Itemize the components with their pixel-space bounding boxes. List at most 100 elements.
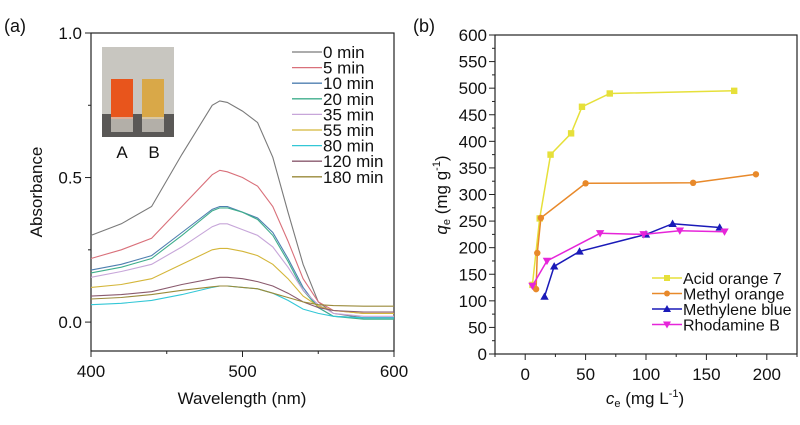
y-label-close: ) bbox=[432, 155, 451, 161]
x-label-sub: e bbox=[614, 398, 620, 410]
panel-b-x-axis-label: ce (mg L-1) bbox=[606, 388, 684, 410]
y-tick-label: 450 bbox=[459, 106, 487, 125]
y-tick-label: 0.0 bbox=[58, 313, 82, 332]
marker-square bbox=[547, 151, 554, 158]
x-tick-label: 600 bbox=[380, 362, 408, 381]
series-rhodamine-b bbox=[528, 227, 729, 291]
panel-a-label: (a) bbox=[4, 16, 26, 36]
panel-a-curves bbox=[90, 100, 394, 320]
marker-triangle-down bbox=[639, 231, 648, 239]
x-tick-label: 200 bbox=[753, 365, 781, 384]
legend-label: 20 min bbox=[323, 90, 374, 109]
curve-10-min bbox=[90, 205, 394, 319]
marker-triangle-up bbox=[668, 219, 677, 227]
y-tick-label: 1.0 bbox=[58, 24, 82, 43]
marker-triangle-up bbox=[575, 247, 584, 255]
series-line bbox=[531, 90, 735, 285]
x-tick-label: 500 bbox=[228, 362, 256, 381]
x-tick-label: 150 bbox=[692, 365, 720, 384]
panel-b-isotherm-chart: (b) 0 50 100 150 200 0 50 100 150 200 250 300 350 400… bbox=[413, 16, 798, 410]
marker-square bbox=[664, 275, 670, 281]
marker-triangle-down bbox=[528, 282, 537, 291]
y-tick-label: 500 bbox=[459, 79, 487, 98]
legend-label: 55 min bbox=[323, 121, 374, 140]
marker-triangle-up bbox=[663, 305, 671, 312]
x-tick-label: 400 bbox=[77, 362, 105, 381]
series-line bbox=[543, 222, 720, 297]
curve-80-min bbox=[90, 285, 394, 319]
x-label-sup: -1 bbox=[669, 388, 679, 400]
legend-label: Rhodamine B bbox=[683, 318, 780, 335]
y-tick-label: 150 bbox=[459, 265, 487, 284]
marker-square bbox=[567, 130, 575, 137]
legend-label: 35 min bbox=[323, 105, 374, 124]
inset-label-a: A bbox=[116, 143, 128, 162]
y-tick-label: 0.5 bbox=[58, 169, 82, 188]
y-tick-label: 200 bbox=[459, 239, 487, 258]
curve-180-min bbox=[90, 285, 394, 307]
x-label-unit: (mg L bbox=[620, 389, 668, 408]
legend-label: 10 min bbox=[323, 74, 374, 93]
marker-triangle-up bbox=[549, 262, 559, 270]
y-label-sup: -1 bbox=[431, 161, 443, 171]
x-tick-label: 100 bbox=[632, 365, 660, 384]
marker-circle bbox=[534, 249, 541, 257]
legend-label: 180 min bbox=[323, 168, 383, 187]
panel-b-ticks: 0 50 100 150 200 0 50 100 150 200 250 300 350 400 450 5… bbox=[459, 26, 798, 384]
curve-20-min bbox=[90, 207, 394, 320]
y-tick-label: 600 bbox=[459, 26, 487, 45]
marker-circle bbox=[582, 180, 589, 187]
marker-circle bbox=[532, 285, 540, 293]
x-tick-label: 50 bbox=[576, 365, 595, 384]
legend-label: Methylene blue bbox=[683, 302, 792, 319]
y-label-unit: (mg g bbox=[432, 171, 451, 219]
panel-b-y-axis-label: qe (mg g-1) bbox=[431, 155, 453, 234]
y-tick-label: 100 bbox=[459, 292, 487, 311]
legend-label: 5 min bbox=[323, 59, 365, 78]
marker-circle bbox=[537, 214, 545, 222]
cuvette-b-base bbox=[142, 117, 164, 132]
y-tick-label: 400 bbox=[459, 132, 487, 151]
y-tick-label: 50 bbox=[468, 318, 487, 337]
panel-b-series bbox=[528, 87, 760, 300]
y-tick-label: 0 bbox=[478, 345, 487, 364]
panel-b-label: (b) bbox=[413, 16, 435, 36]
marker-triangle-down bbox=[675, 227, 685, 235]
panel-a-x-axis-label: Wavelength (nm) bbox=[178, 389, 307, 408]
marker-circle bbox=[752, 171, 760, 178]
series-acid-orange-7 bbox=[529, 87, 738, 289]
x-label-close: ) bbox=[678, 389, 684, 408]
series-line bbox=[531, 229, 725, 287]
marker-triangle-down bbox=[595, 230, 605, 238]
marker-square bbox=[730, 87, 738, 95]
y-tick-label: 350 bbox=[459, 159, 487, 178]
cuvette-a-base bbox=[111, 117, 133, 132]
y-tick-label: 250 bbox=[459, 212, 487, 231]
marker-triangle-up bbox=[540, 292, 549, 300]
cuvette-a bbox=[111, 79, 133, 119]
curve-35-min bbox=[90, 223, 394, 317]
panel-a-y-axis-label: Absorbance bbox=[27, 147, 46, 238]
legend-label: 80 min bbox=[323, 137, 374, 156]
x-tick-label: 0 bbox=[520, 365, 529, 384]
marker-circle bbox=[689, 179, 697, 187]
curve-0-min bbox=[90, 100, 394, 319]
y-label-sub: e bbox=[441, 219, 453, 225]
curve-55-min bbox=[90, 247, 394, 314]
series-line bbox=[535, 173, 757, 290]
panel-a-absorbance-chart: (a) 400 500 600 0.0 0.5 1.0 Wavelength (nm) A… bbox=[4, 16, 408, 408]
marker-square bbox=[578, 103, 586, 110]
marker-circle bbox=[664, 290, 670, 297]
inset-photo-cuvettes bbox=[102, 47, 174, 137]
marker-square bbox=[606, 90, 613, 97]
legend-label: 120 min bbox=[323, 152, 383, 171]
series-methyl-orange bbox=[532, 171, 760, 293]
legend-label: 0 min bbox=[323, 43, 365, 62]
legend-label: Methyl orange bbox=[683, 287, 784, 304]
legend-label: Acid orange 7 bbox=[683, 271, 782, 288]
y-tick-label: 550 bbox=[459, 53, 487, 72]
marker-triangle-down bbox=[542, 257, 552, 266]
